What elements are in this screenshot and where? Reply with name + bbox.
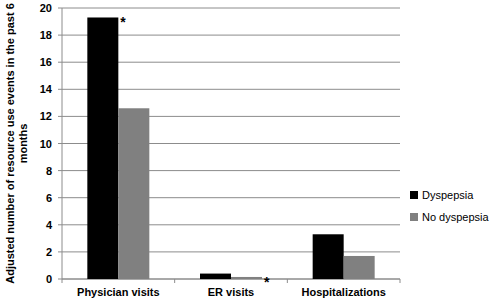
legend-swatch: [410, 191, 418, 199]
category-label: ER visits: [208, 286, 254, 298]
bar: [344, 256, 375, 279]
tick: [58, 197, 62, 198]
y-axis: [62, 8, 63, 279]
x-tick: [400, 279, 401, 283]
tick-label: 14: [40, 83, 53, 95]
tick: [58, 35, 62, 36]
tick-label: 6: [46, 192, 52, 204]
legend-label: Dyspepsia: [422, 189, 474, 201]
annotation: *: [120, 14, 126, 30]
bars: [87, 17, 374, 279]
tick: [58, 8, 62, 9]
y-axis-label-line: Adjusted number of resource use events i…: [4, 3, 16, 284]
tick: [58, 251, 62, 252]
legend-label: No dyspepsia: [422, 211, 490, 223]
tick-label: 0: [46, 273, 52, 285]
bar: [200, 274, 231, 279]
tick: [58, 89, 62, 90]
tick-label: 2: [46, 246, 52, 258]
tick: [58, 224, 62, 225]
annotation: *: [264, 274, 270, 290]
tick-label: 16: [40, 56, 52, 68]
x-tick: [62, 279, 63, 283]
x-tick: [287, 279, 288, 283]
y-axis-label-line: months: [17, 124, 29, 164]
x-tick: [174, 279, 175, 283]
bar: [118, 108, 149, 279]
tick-label: 10: [40, 138, 52, 150]
legend-swatch: [410, 213, 418, 221]
category-label: Hospitalizations: [301, 286, 385, 298]
tick: [58, 143, 62, 144]
tick: [58, 116, 62, 117]
y-axis-label: Adjusted number of resource use events i…: [4, 3, 29, 284]
tick: [58, 279, 62, 280]
category-label: Physician visits: [77, 286, 160, 298]
grid-line: [62, 8, 400, 9]
tick: [58, 62, 62, 63]
tick-label: 12: [40, 110, 52, 122]
tick-label: 18: [40, 29, 52, 41]
tick-label: 8: [46, 165, 52, 177]
bar: [313, 234, 344, 279]
tick: [58, 170, 62, 171]
tick-label: 4: [46, 219, 53, 231]
bar: [87, 17, 118, 279]
bar: [231, 277, 262, 279]
chart: 0 2 4 6 8 10 12 14 16 18 20 Physician visits ER visi…: [0, 0, 500, 304]
tick-label: 20: [40, 2, 52, 14]
